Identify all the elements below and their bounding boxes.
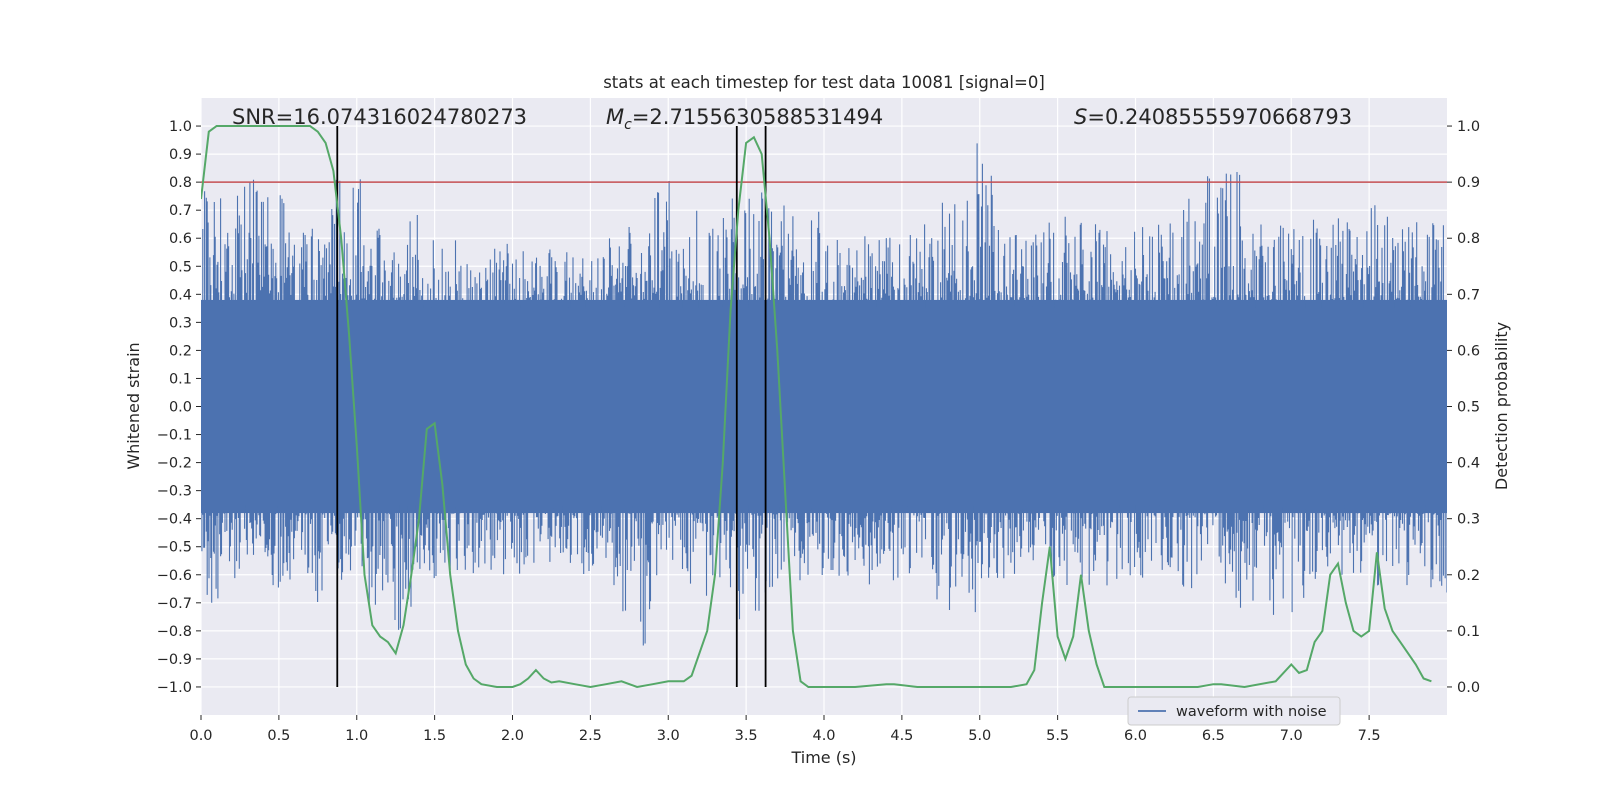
y-tick-label: 0.5 [169,259,192,275]
x-tick-label: 3.5 [735,728,758,744]
y-tick-labels: 1.0 0.9 0.8 0.7 0.6 0.5 0.4 0.3 0.2 0.1 0.0 −0.1 −0.… [157,119,201,696]
y-right-tick-labels: 1.0 0.9 0.8 0.7 0.6 0.5 0.4 0.3 0.2 0.1 0.0 [1447,119,1480,696]
y-tick-label: 0.6 [169,231,192,247]
y-tick-label: 0.3 [169,315,192,331]
y-right-tick-label: 0.7 [1457,287,1480,303]
legend-box [1127,696,1341,726]
mc-value: =2.7155630588531494 [632,105,883,129]
y-right-tick-label: 0.9 [1457,175,1480,191]
mc-subscript: c [624,117,632,133]
legend: waveform with noise [1127,696,1341,726]
y-tick-label: −0.8 [157,624,192,640]
series-detection-probability [201,125,1432,689]
y-right-axis-label: Detection probability [1492,322,1511,490]
x-tick-label: 1.0 [345,728,368,744]
x-tick-labels: 0.0 0.5 1.0 1.5 2.0 2.5 3.0 3.5 4.0 4.5 5.0 5.5 6.0 6… [189,715,1381,744]
x-tick-label: 0.5 [267,728,290,744]
y-right-tick-label: 0.5 [1457,400,1480,416]
x-tick-label: 3.0 [657,728,680,744]
y-tick-label: 0.9 [169,147,192,163]
mc-symbol: M [606,105,624,129]
probability-line [201,125,1432,689]
y-right-tick-label: 0.2 [1457,568,1480,584]
x-tick-label: 4.5 [890,728,913,744]
s-symbol: S [1074,105,1087,129]
series-waveform [201,143,1447,646]
y-axis-label: Whitened strain [124,342,143,469]
x-tick-label: 2.5 [579,728,602,744]
y-tick-label: 1.0 [169,119,192,135]
x-tick-label: 7.0 [1280,728,1303,744]
y-tick-label: −0.2 [157,456,192,472]
chirp-mass-annotation: Mc=2.7155630588531494 [606,105,883,133]
chart-title: stats at each timestep for test data 100… [603,73,1045,92]
x-tick-label: 1.5 [423,728,446,744]
waveform-trace [201,143,1447,646]
x-tick-label: 0.0 [189,728,212,744]
x-tick-label: 7.5 [1358,728,1381,744]
y-right-tick-label: 0.4 [1457,456,1480,472]
x-axis-label: Time (s) [790,748,856,767]
x-tick-label: 4.0 [812,728,835,744]
y-tick-label: 0.8 [169,175,192,191]
y-tick-label: −0.4 [157,512,192,528]
y-tick-label: −0.3 [157,484,192,500]
x-tick-label: 5.0 [968,728,991,744]
s-value: =0.24085555970668793 [1087,105,1352,129]
snr-annotation: SNR=16.074316024780273 [232,105,527,129]
x-tick-label: 6.0 [1124,728,1147,744]
s-annotation: S=0.24085555970668793 [1074,105,1352,129]
y-tick-label: −0.9 [157,652,192,668]
y-tick-label: −1.0 [157,680,192,696]
x-tick-label: 6.5 [1202,728,1225,744]
y-tick-label: 0.7 [169,203,192,219]
y-tick-label: 0.2 [169,343,192,359]
y-right-tick-label: 0.1 [1457,624,1480,640]
y-right-tick-label: 1.0 [1457,119,1480,135]
y-right-tick-label: 0.3 [1457,512,1480,528]
y-tick-label: −0.7 [157,596,192,612]
y-tick-label: −0.6 [157,568,192,584]
y-tick-label: −0.5 [157,540,192,556]
legend-label: waveform with noise [1176,704,1327,720]
y-tick-label: 0.0 [169,400,192,416]
y-right-tick-label: 0.0 [1457,680,1480,696]
y-right-tick-label: 0.6 [1457,343,1480,359]
y-tick-label: 0.4 [169,287,192,303]
y-tick-label: 0.1 [169,371,192,387]
y-right-tick-label: 0.8 [1457,231,1480,247]
x-tick-label: 5.5 [1046,728,1069,744]
x-tick-label: 2.0 [501,728,524,744]
y-tick-label: −0.1 [157,428,192,444]
